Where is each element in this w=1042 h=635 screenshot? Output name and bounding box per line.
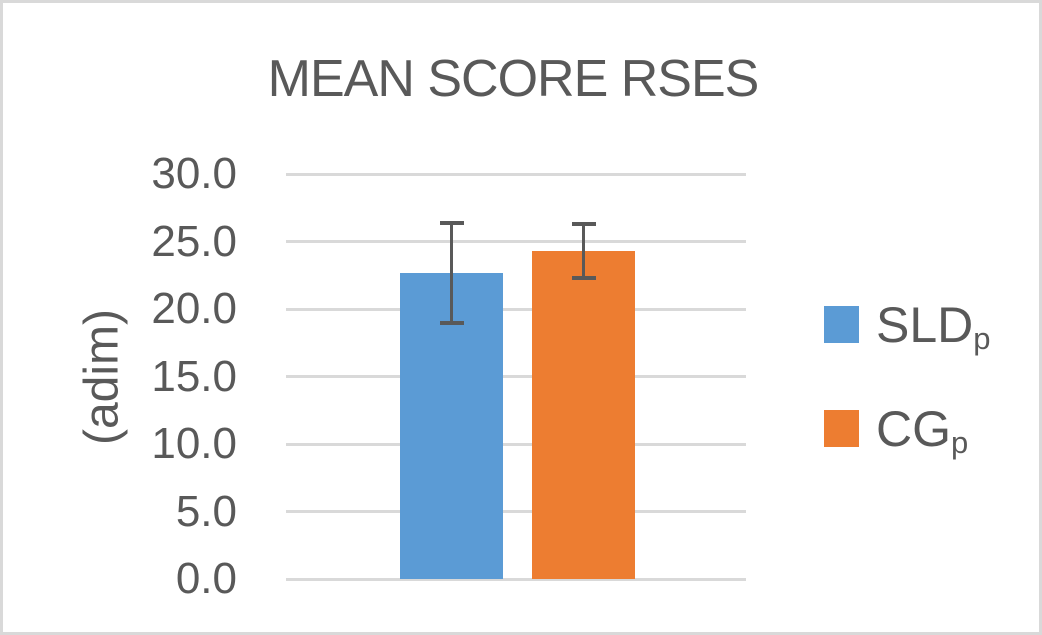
legend-swatch: [824, 410, 859, 447]
legend-label-subscript: p: [951, 424, 969, 460]
gridline: [286, 172, 746, 176]
chart-title: MEAN SCORE RSES: [267, 50, 760, 108]
gridline: [286, 240, 746, 243]
error-bar-line: [450, 222, 453, 323]
error-bar-top-cap: [439, 220, 464, 225]
y-tick-label: 20.0: [151, 284, 237, 333]
y-tick-label: 0.0: [175, 554, 237, 603]
gridline: [286, 442, 746, 446]
bar-cgp: [532, 250, 635, 579]
error-bar-top-cap: [571, 221, 596, 226]
legend-item-cgp: CGp: [824, 404, 968, 457]
legend-label: CGp: [876, 400, 968, 458]
gridline: [286, 577, 746, 581]
y-tick-label: 5.0: [175, 486, 237, 536]
legend-label: SLDp: [876, 296, 991, 354]
y-tick-label: 15.0: [151, 351, 237, 401]
legend-label-main: SLD: [876, 296, 974, 353]
gridline: [286, 375, 746, 378]
legend-swatch: [824, 306, 859, 343]
gridline: [286, 307, 746, 311]
legend-item-sldp: SLDp: [824, 300, 991, 353]
y-tick-label: 30.0: [151, 149, 237, 198]
error-bar-line: [582, 223, 585, 278]
legend-label-subscript: p: [973, 320, 991, 356]
error-bar-bottom-cap: [571, 275, 596, 280]
y-tick-label: 25.0: [151, 216, 237, 266]
legend-label-main: CG: [876, 400, 951, 457]
gridline: [286, 510, 746, 513]
y-axis-tick-labels: 0.0 5.0 10.0 15.0 20.0 25.0 30.0: [3, 3, 237, 632]
error-bar-bottom-cap: [439, 320, 464, 325]
plot-area: [286, 172, 746, 581]
y-tick-label: 10.0: [151, 419, 237, 468]
